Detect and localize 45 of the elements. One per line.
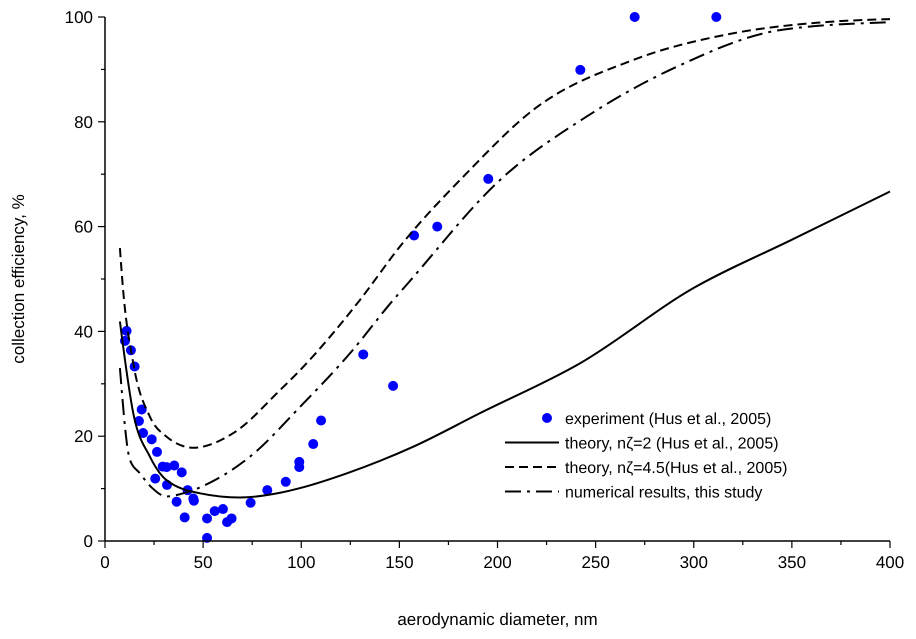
x-tick-label: 350 (778, 553, 806, 572)
x-tick-label: 50 (194, 553, 213, 572)
point (136, 404, 147, 414)
point (358, 349, 368, 360)
legend-label: theory, nζ=4.5(Hus et al., 2005) (565, 460, 788, 477)
point (432, 222, 442, 232)
point (202, 513, 212, 524)
x-axis-title: aerodynamic diameter, nm (397, 610, 598, 629)
x-tick-label: 150 (385, 553, 414, 572)
point (210, 506, 220, 516)
y-tick-label: 60 (74, 218, 93, 237)
point (218, 504, 228, 514)
x-tick-label: 250 (581, 553, 610, 572)
point (150, 474, 160, 484)
point (169, 460, 180, 471)
y-tick-label: 80 (74, 112, 93, 132)
point (483, 174, 494, 184)
x-tick-label: 200 (483, 553, 512, 572)
point (630, 12, 640, 22)
point (711, 12, 722, 22)
legend-label: theory, nζ=2 (Hus et al., 2005) (565, 436, 779, 452)
point (176, 467, 187, 478)
point (152, 446, 162, 457)
y-tick-label: 0 (84, 532, 93, 551)
y-tick-label: 100 (64, 8, 93, 27)
x-tick-label: 0 (100, 553, 110, 572)
x-tick-label: 300 (680, 553, 708, 572)
x-tick-label: 400 (876, 553, 904, 572)
y-tick-label: 20 (74, 427, 93, 446)
point (226, 513, 237, 524)
y-tick-label: 40 (74, 322, 93, 342)
point (280, 476, 291, 487)
point (172, 496, 182, 507)
point (246, 498, 256, 508)
point (308, 439, 318, 450)
legend-label: numerical results, this study (565, 484, 762, 502)
point (388, 380, 398, 391)
point (146, 434, 157, 444)
point (575, 64, 586, 75)
y-axis-title: collection efficiency, % (9, 194, 28, 364)
x-tick-label: 100 (287, 553, 316, 572)
point (316, 415, 326, 426)
point (180, 512, 190, 522)
legend-label: experiment (Hus et al., 2005) (565, 411, 772, 428)
point (262, 485, 272, 496)
